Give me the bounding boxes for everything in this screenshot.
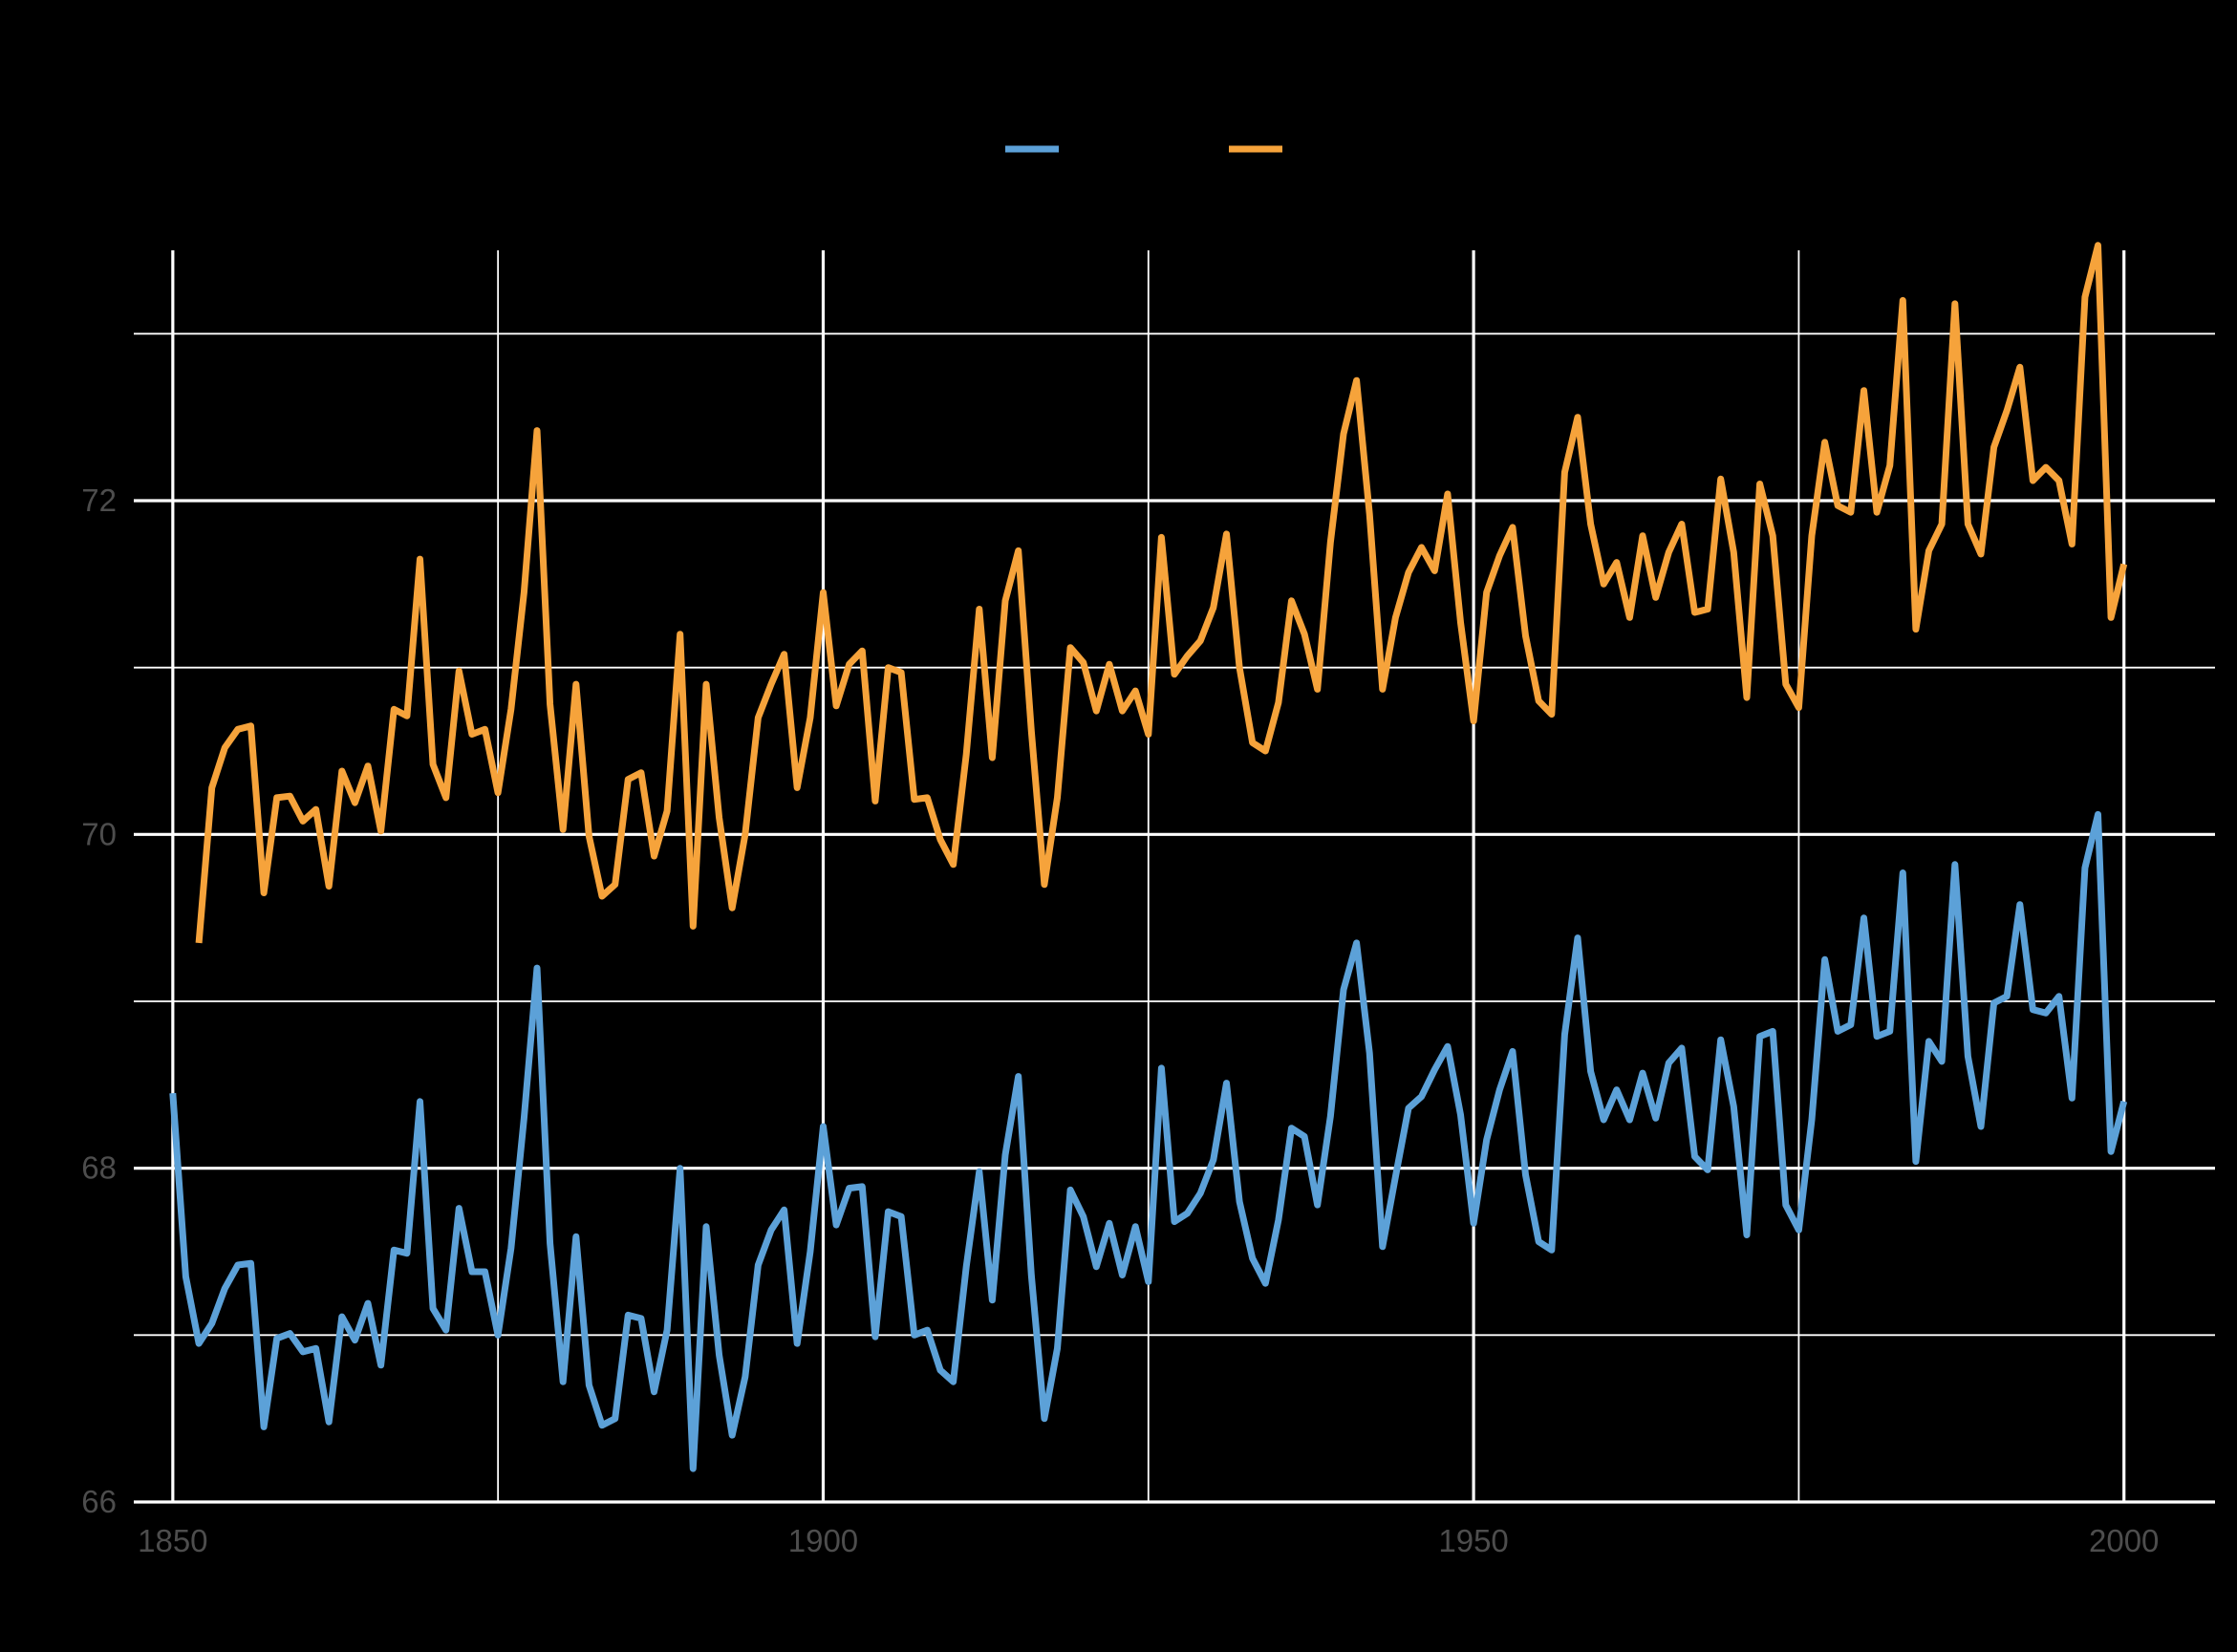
y-tick-label: 68 — [81, 1150, 117, 1186]
x-tick-label: 1900 — [788, 1523, 858, 1558]
series-line-1 — [169, 810, 2128, 1472]
y-tick-label: 70 — [81, 816, 117, 851]
y-axis-tick-labels: 66 68 70 72 — [81, 483, 117, 1519]
x-tick-label: 2000 — [2089, 1523, 2159, 1558]
grid — [134, 250, 2215, 1504]
series-group — [169, 242, 2128, 1472]
x-axis-tick-labels: 1850 1900 1950 2000 — [138, 1523, 2159, 1558]
x-tick-label: 1950 — [1438, 1523, 1508, 1558]
y-tick-label: 66 — [81, 1484, 117, 1519]
x-tick-label: 1850 — [138, 1523, 207, 1558]
y-tick-label: 72 — [81, 483, 117, 518]
series-line-2 — [195, 242, 2128, 944]
